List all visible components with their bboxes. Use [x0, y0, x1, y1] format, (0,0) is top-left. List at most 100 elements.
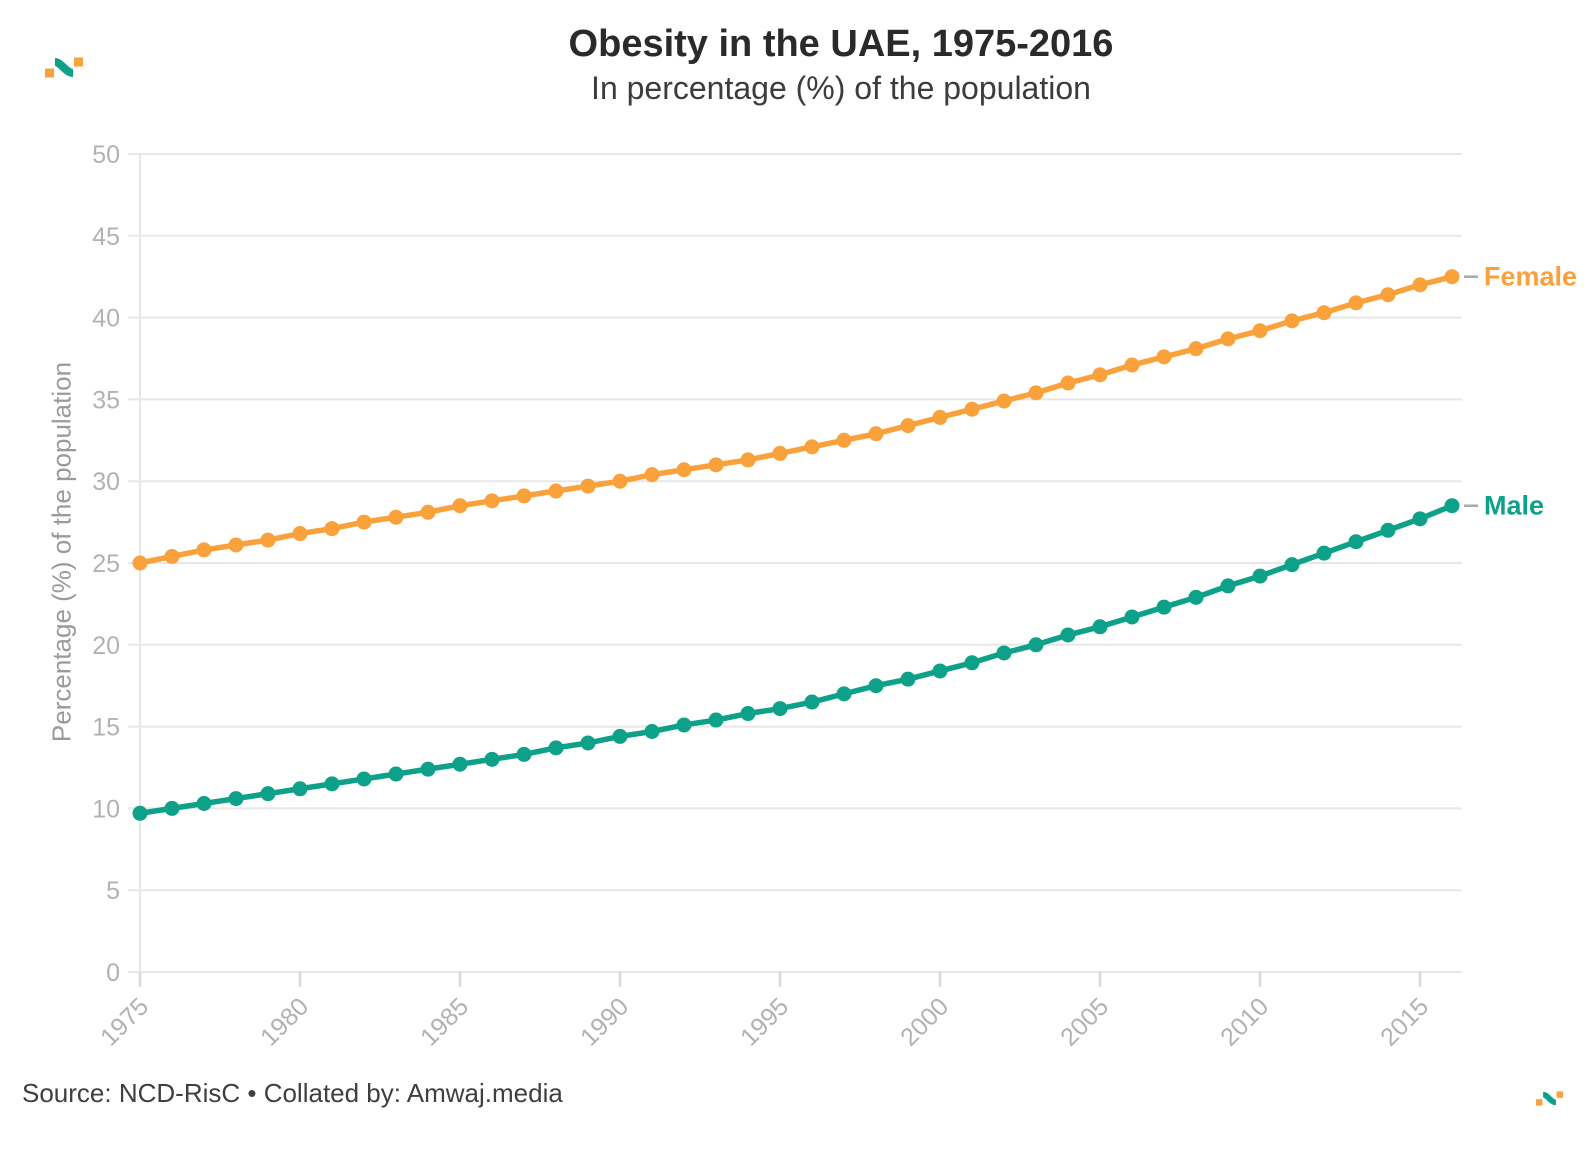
logo-square-left [45, 68, 54, 78]
data-point-male [1156, 599, 1172, 615]
data-point-male [1284, 557, 1300, 573]
data-point-male [1252, 568, 1268, 584]
data-point-male [1060, 627, 1076, 643]
logo-square-left [1536, 1099, 1543, 1106]
data-point-female [1380, 287, 1396, 303]
data-point-female [1252, 323, 1268, 339]
x-tick-label: 1990 [575, 992, 634, 1051]
data-point-female [420, 504, 436, 520]
series-label-male: Male [1484, 490, 1545, 521]
x-tick-label: 1985 [415, 992, 474, 1051]
data-point-female [388, 509, 404, 525]
data-point-male [1124, 609, 1140, 625]
data-point-male [932, 663, 948, 679]
logo-square-right [1556, 1091, 1563, 1098]
data-point-male [868, 678, 884, 694]
data-point-male [516, 746, 532, 762]
x-tick-label: 1980 [255, 992, 314, 1051]
x-tick-label: 2010 [1215, 992, 1274, 1051]
chart-subtitle: In percentage (%) of the population [591, 69, 1091, 106]
data-point-male [1444, 498, 1460, 514]
y-tick-label: 25 [92, 550, 120, 578]
data-point-male [772, 701, 788, 717]
line-male [137, 502, 1455, 817]
data-point-female [260, 532, 276, 548]
data-point-male [452, 756, 468, 772]
data-point-female [708, 457, 724, 473]
data-point-female [228, 537, 244, 553]
chart-header: Obesity in the UAE, 1975-2016 In percent… [90, 22, 1592, 108]
y-tick-label: 0 [106, 959, 120, 987]
y-tick-label: 45 [92, 223, 120, 251]
data-point-male [676, 717, 692, 733]
logo-square-right [74, 57, 83, 67]
data-point-male [740, 706, 756, 722]
data-point-female [132, 555, 148, 571]
y-tick-label: 15 [92, 714, 120, 742]
x-tick-label: 2000 [895, 992, 954, 1051]
data-point-male [1316, 545, 1332, 561]
data-point-female [1060, 375, 1076, 391]
y-tick-label: 20 [92, 632, 120, 660]
data-point-female [740, 452, 756, 468]
data-point-female [836, 432, 852, 448]
data-point-male [580, 735, 596, 751]
y-tick-label: 5 [106, 877, 120, 905]
data-point-male [708, 712, 724, 728]
y-axis-title: Percentage (%) of the population [46, 361, 77, 743]
data-point-female [1444, 269, 1460, 285]
data-point-female [900, 418, 916, 434]
data-point-male [228, 791, 244, 807]
data-point-male [1220, 578, 1236, 594]
logo-swoosh [54, 58, 74, 77]
data-point-female [1188, 341, 1204, 357]
series-label-female: Female [1484, 261, 1578, 292]
data-point-male [388, 766, 404, 782]
y-tick-label: 30 [92, 468, 120, 496]
data-point-male [1188, 589, 1204, 605]
data-point-female [644, 467, 660, 483]
data-point-female [1092, 367, 1108, 383]
x-tick-label: 2005 [1055, 992, 1114, 1051]
data-point-male [964, 655, 980, 671]
data-point-male [612, 728, 628, 744]
x-tick-label: 1995 [735, 992, 794, 1051]
data-point-male [1412, 511, 1428, 527]
data-point-female [516, 488, 532, 504]
chart-canvas: 0 5 10 15 20 25 30 35 40 45 50 1975 1980 1985 1990 1995… [92, 141, 1478, 1052]
data-point-female [772, 445, 788, 461]
data-point-female [548, 483, 564, 499]
data-point-female [484, 493, 500, 509]
source-attribution: Source: NCD-RisC • Collated by: Amwaj.me… [22, 1078, 563, 1108]
data-point-female [1284, 313, 1300, 329]
data-point-female [452, 498, 468, 514]
data-point-female [164, 548, 180, 564]
data-point-female [964, 401, 980, 417]
data-point-male [836, 686, 852, 702]
data-point-female [1316, 305, 1332, 321]
data-point-female [1156, 349, 1172, 365]
data-point-male [644, 724, 660, 740]
data-point-female [996, 393, 1012, 409]
data-point-female [580, 478, 596, 494]
data-point-male [356, 771, 372, 787]
data-point-female [292, 526, 308, 542]
data-point-female [356, 514, 372, 530]
data-point-female [1412, 277, 1428, 293]
amwaj-media-logo [45, 57, 83, 78]
data-point-female [932, 409, 948, 425]
data-point-male [1028, 637, 1044, 653]
data-point-male [1380, 522, 1396, 538]
y-tick-label: 35 [92, 386, 120, 414]
data-point-male [292, 781, 308, 797]
data-point-male [420, 761, 436, 777]
amwaj-media-logo-small [1536, 1091, 1563, 1106]
data-point-female [1348, 295, 1364, 311]
data-point-female [1220, 331, 1236, 347]
line-female [137, 273, 1455, 566]
data-point-female [868, 426, 884, 442]
data-point-male [260, 786, 276, 802]
data-point-male [1348, 534, 1364, 550]
y-tick-label: 10 [92, 795, 120, 823]
data-point-male [548, 740, 564, 756]
